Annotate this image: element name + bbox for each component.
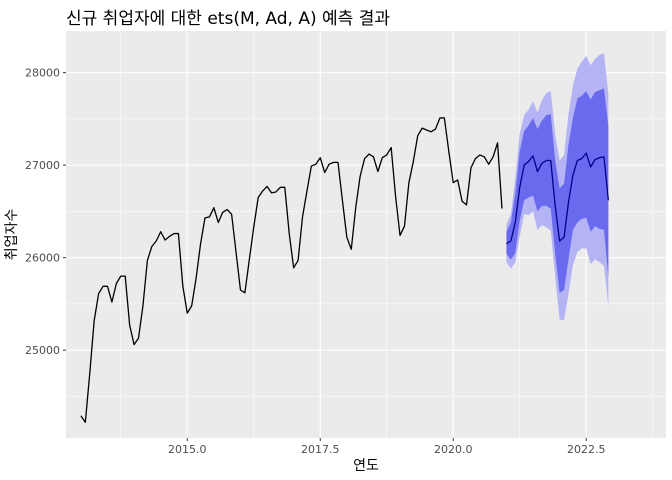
forecast-intervals: [506, 53, 609, 321]
chart-title: 신규 취업자에 대한 ets(M, Ad, A) 예측 결과: [66, 9, 390, 29]
y-axis-title: 취업자수: [4, 209, 20, 261]
band-80: [506, 88, 609, 293]
axes: 2015.0 2017.5 2020.0 2022.5 25000 26000 27000 2…: [25, 67, 605, 456]
x-tick-label: 2020.0: [434, 443, 473, 456]
y-tick-label: 26000: [25, 252, 60, 265]
x-tick-label: 2015.0: [168, 443, 207, 456]
y-tick-label: 28000: [25, 67, 60, 80]
series-lines: [80, 117, 610, 423]
y-tick-label: 25000: [25, 344, 60, 357]
x-tick-label: 2022.5: [567, 443, 606, 456]
major-gridlines: [66, 31, 666, 438]
x-tick-label: 2017.5: [301, 443, 340, 456]
y-tick-label: 27000: [25, 159, 60, 172]
series-actual: [80, 117, 503, 423]
x-axis-title: 연도: [353, 458, 379, 474]
series-forecast-mean: [506, 152, 610, 245]
